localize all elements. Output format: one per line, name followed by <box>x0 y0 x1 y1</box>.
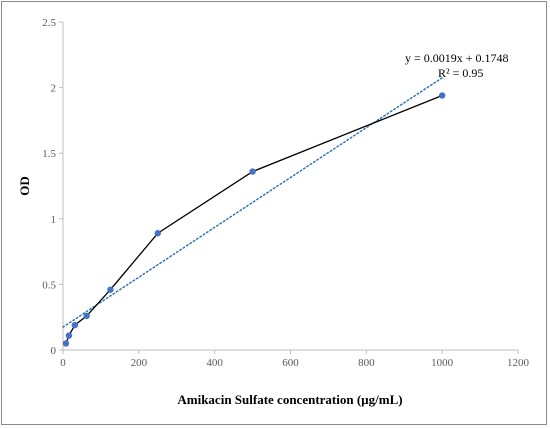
series-line <box>65 94 443 344</box>
y-tick-label: 0.5 <box>42 279 56 291</box>
series-line-group <box>65 94 443 344</box>
y-tick-label: 0 <box>51 345 57 357</box>
x-tick-group: 0 200 400 600 800 1000 1200 <box>60 350 530 369</box>
data-point <box>71 321 79 329</box>
data-point <box>62 340 70 347</box>
y-tick-group: 0 0.5 1 1.5 2 2.5 <box>42 17 63 357</box>
x-tick-label: 400 <box>206 357 223 369</box>
y-tick-label: 2.5 <box>42 17 56 29</box>
trendline-group <box>62 77 443 328</box>
x-tick-label: 0 <box>60 357 66 369</box>
x-axis-title: Amikacin Sulfate concentration (µg/mL) <box>177 392 402 407</box>
data-point <box>438 92 446 99</box>
y-tick-label: 1.5 <box>42 148 56 160</box>
data-point <box>83 312 90 320</box>
y-axis-title: OD <box>17 176 32 196</box>
data-points-group <box>62 92 446 347</box>
y-tick-label: 1 <box>51 214 57 226</box>
data-point <box>154 230 161 237</box>
x-tick-label: 1000 <box>431 357 454 369</box>
linear-trendline <box>62 77 443 328</box>
y-tick-label: 2 <box>51 83 57 95</box>
data-point <box>107 286 114 293</box>
x-tick-label: 1200 <box>507 357 530 369</box>
data-point <box>65 332 73 339</box>
data-point <box>249 168 256 175</box>
x-tick-label: 600 <box>282 357 299 369</box>
x-tick-label: 200 <box>131 357 148 369</box>
equation-label: y = 0.0019x + 0.1748 <box>405 51 509 65</box>
x-tick-label: 800 <box>358 357 375 369</box>
r-squared-label: R² = 0.95 <box>438 66 483 80</box>
